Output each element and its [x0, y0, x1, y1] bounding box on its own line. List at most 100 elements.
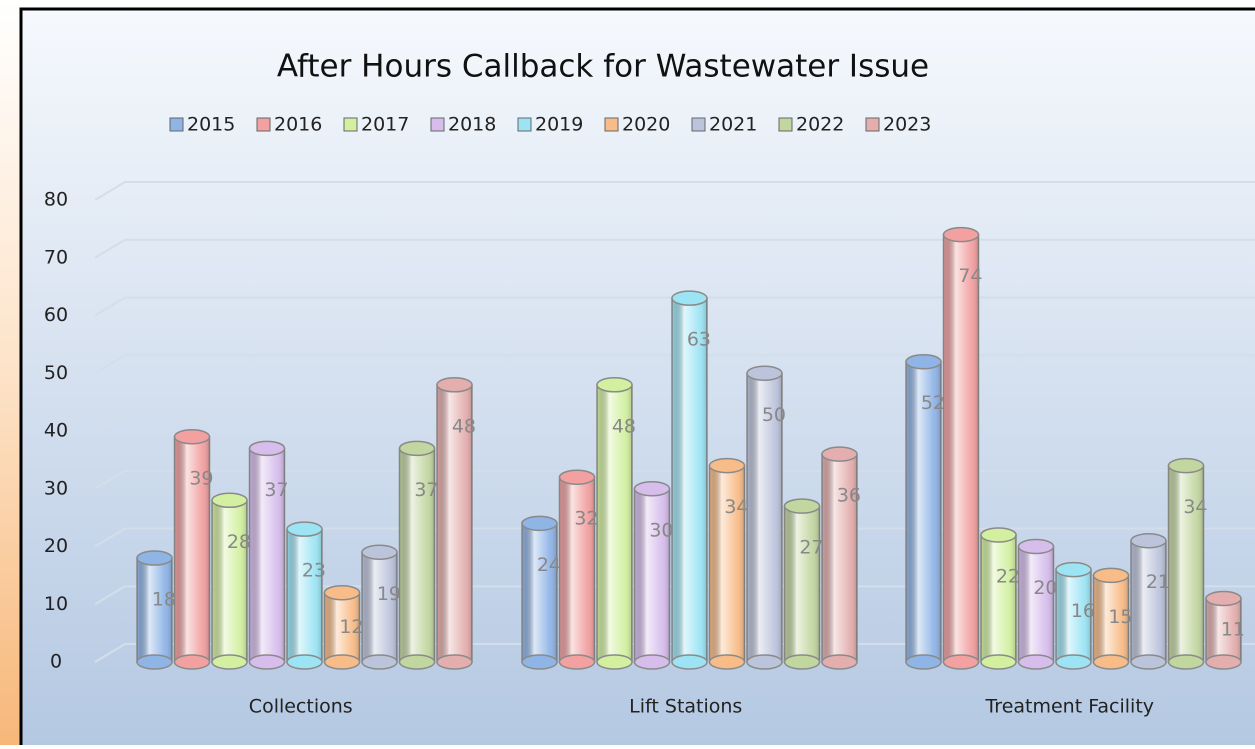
- bar-shade: [559, 477, 595, 662]
- legend-swatch: [778, 117, 793, 132]
- bar: [1130, 532, 1167, 670]
- bar-top: [521, 515, 558, 532]
- bar-shade: [1206, 598, 1241, 662]
- bar-shade: [1093, 575, 1129, 662]
- y-tick-label: 40: [44, 420, 68, 442]
- bar-shade: [362, 552, 397, 662]
- bar-base: [1205, 654, 1242, 670]
- bar-shade: [747, 373, 782, 662]
- bar-shade: [437, 384, 472, 662]
- value-label: 16: [1071, 600, 1095, 622]
- legend-label: 2023: [883, 114, 931, 136]
- bar: [211, 492, 248, 670]
- bar-base: [286, 654, 323, 670]
- bar-top: [1130, 532, 1167, 549]
- legend-swatch: [343, 117, 358, 132]
- bar-top: [671, 290, 708, 306]
- bar-top: [558, 469, 596, 485]
- bar: [398, 440, 436, 670]
- bar-base: [323, 654, 361, 670]
- bar-base: [746, 654, 783, 670]
- bar-shade: [1018, 546, 1054, 662]
- bar-top: [1055, 561, 1092, 578]
- legend-swatch: [691, 117, 706, 132]
- bar-base: [1055, 654, 1092, 670]
- bar-top: [136, 550, 173, 566]
- value-label: 37: [414, 479, 438, 501]
- bar: [1205, 590, 1242, 670]
- x-tick-label: Lift Stations: [629, 696, 742, 718]
- bar-top: [398, 440, 436, 457]
- bar-top: [633, 481, 671, 497]
- bar-base: [980, 654, 1017, 670]
- x-tick-label: Treatment Facility: [984, 696, 1154, 718]
- bar-base: [398, 654, 436, 670]
- bar: [1055, 561, 1092, 670]
- grid-line: [94, 585, 1255, 606]
- bar-shade: [672, 298, 707, 662]
- legend-label: 2016: [274, 114, 322, 136]
- value-label: 22: [996, 565, 1020, 587]
- grid-line: [94, 181, 1255, 201]
- bar: [905, 353, 942, 670]
- grid-line: [94, 412, 1255, 432]
- bar-base: [248, 654, 286, 670]
- bar: [136, 550, 173, 670]
- bar-base: [173, 654, 211, 670]
- legend-label: 2021: [709, 114, 757, 136]
- bar-shade: [784, 506, 820, 662]
- bar-base: [783, 654, 821, 670]
- bar: [596, 377, 633, 670]
- y-tick-label: 70: [44, 246, 68, 268]
- legend-label: 2015: [187, 114, 235, 136]
- bar-shade: [981, 534, 1016, 662]
- grid-line: [94, 354, 1255, 375]
- value-label: 34: [1183, 496, 1207, 518]
- bar-top: [286, 521, 323, 537]
- bar-top: [436, 377, 473, 393]
- y-tick-label: 80: [44, 189, 68, 211]
- grid-line: [94, 238, 1255, 259]
- grid-line: [94, 296, 1255, 317]
- bar-base: [1130, 654, 1167, 670]
- bar-base: [821, 654, 858, 670]
- value-label: 50: [762, 404, 786, 426]
- grid-line: [94, 643, 1255, 663]
- value-label: 12: [339, 616, 363, 638]
- bar-top: [596, 377, 633, 393]
- bar-top: [1092, 567, 1130, 584]
- bar-base: [633, 654, 671, 670]
- legend-swatch: [169, 117, 184, 132]
- bar-top: [1205, 590, 1242, 607]
- y-tick-label: 10: [44, 593, 68, 615]
- bar-base: [905, 654, 942, 670]
- legend-swatch: [517, 117, 532, 132]
- bar: [942, 226, 980, 670]
- grid-line: [94, 469, 1255, 490]
- bar-shade: [597, 384, 632, 662]
- bar-base: [436, 654, 473, 670]
- y-tick-label: 50: [44, 362, 68, 384]
- bar: [1092, 567, 1130, 670]
- value-label: 21: [1146, 571, 1170, 593]
- bar: [248, 440, 286, 670]
- bar-base: [211, 654, 248, 670]
- bar-base: [1167, 654, 1205, 670]
- y-tick-label: 60: [44, 304, 68, 326]
- bar-shade: [943, 234, 979, 662]
- chart-title: After Hours Callback for Wastewater Issu…: [277, 49, 929, 85]
- bar-shade: [212, 500, 247, 662]
- bar: [173, 429, 211, 670]
- bar-base: [361, 654, 398, 670]
- legend-swatch: [430, 117, 445, 132]
- bar: [746, 365, 783, 670]
- bar: [980, 527, 1017, 670]
- bar-base: [671, 654, 708, 670]
- bar-top: [173, 429, 211, 445]
- bar-shade: [287, 529, 322, 662]
- bar: [821, 446, 858, 670]
- bar-base: [1017, 654, 1055, 670]
- x-tick-label: Collections: [249, 696, 353, 718]
- value-label: 48: [612, 415, 636, 437]
